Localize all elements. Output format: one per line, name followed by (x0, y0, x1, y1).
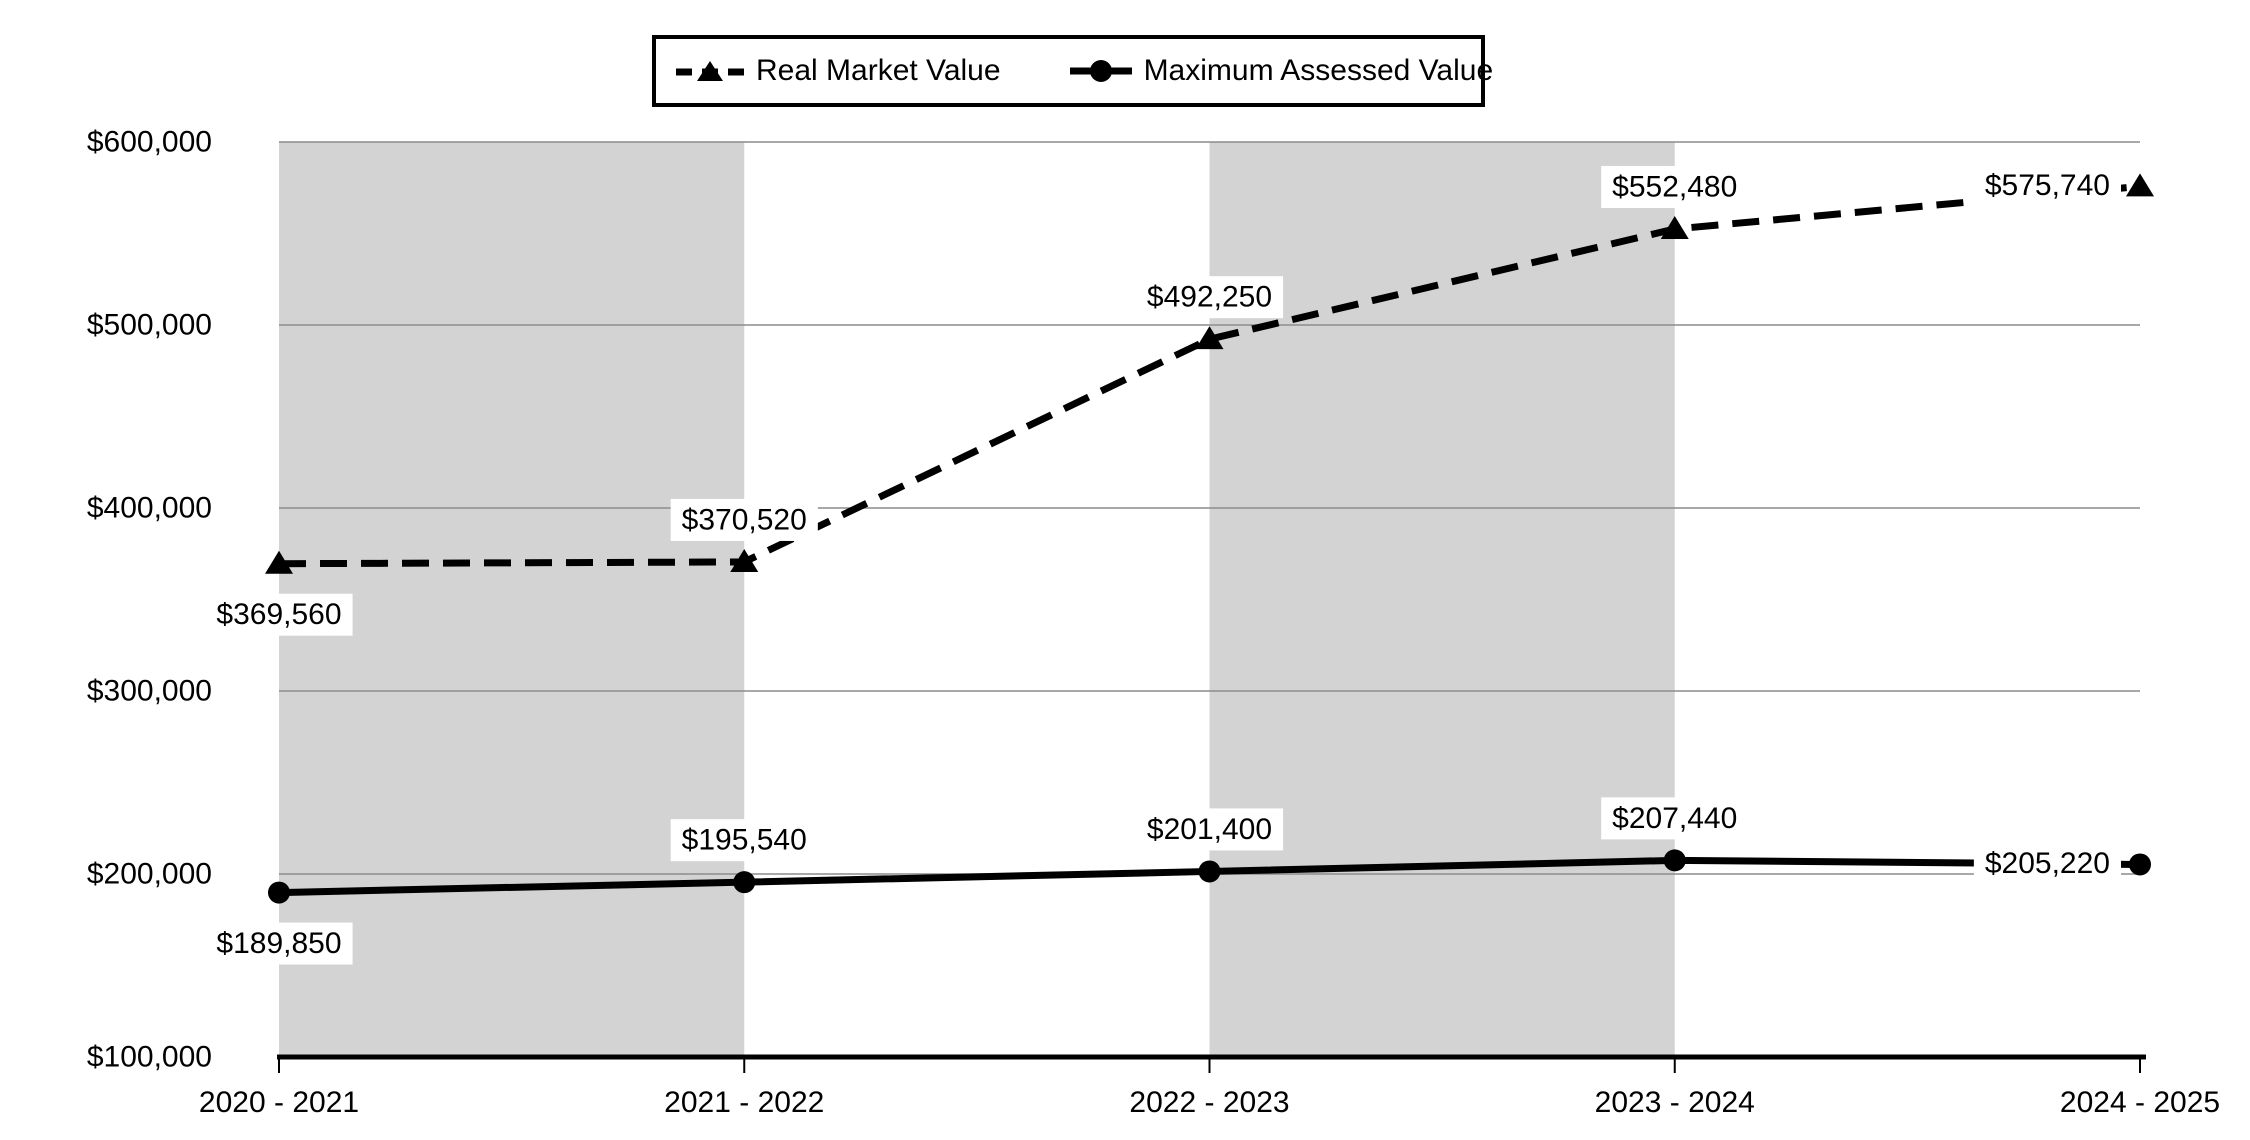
x-tick-label: 2024 - 2025 (2060, 1086, 2220, 1119)
data-label: $552,480 (1601, 165, 1749, 208)
series-real-market-value (265, 173, 2154, 574)
data-label-background (1973, 842, 2121, 885)
data-label-background (205, 922, 353, 965)
shaded-band (1209, 142, 1675, 1057)
data-label: $195,540 (670, 819, 818, 862)
marker-triangle (1195, 326, 1224, 350)
data-label: $189,850 (205, 922, 353, 965)
data-label-background (1135, 276, 1284, 319)
data-label: $205,220 (1973, 842, 2121, 885)
svg-text:$207,440: $207,440 (1612, 802, 1737, 835)
data-label: $369,560 (205, 593, 353, 636)
y-tick-label: $200,000 (87, 858, 212, 891)
svg-text:$189,850: $189,850 (216, 927, 341, 960)
solid-line-circle-marker-icon (1069, 60, 1132, 82)
data-label-background (205, 593, 353, 636)
y-tick-label: $600,000 (87, 126, 212, 159)
data-label: $201,400 (1135, 808, 1284, 851)
y-tick-label: $400,000 (87, 492, 212, 525)
data-label: $492,250 (1135, 276, 1284, 319)
marker-circle (733, 871, 756, 894)
legend-label-real-market-value: Real Market Value (756, 54, 1001, 87)
legend-item-real-market-value: Real Market Value (676, 54, 1001, 88)
svg-text:$369,560: $369,560 (216, 598, 341, 631)
y-tick-label: $100,000 (87, 1041, 212, 1074)
series-line (278, 182, 2141, 568)
shaded-band (279, 142, 745, 1057)
data-label-background (670, 498, 818, 541)
svg-text:$575,740: $575,740 (1985, 169, 2110, 202)
data-label: $207,440 (1601, 797, 1749, 840)
marker-circle (2129, 853, 2151, 876)
y-tick-label: $300,000 (87, 675, 212, 708)
svg-text:$201,400: $201,400 (1147, 813, 1272, 846)
legend-label-maximum-assessed-value: Maximum Assessed Value (1143, 54, 1494, 87)
marker-triangle (1660, 215, 1689, 239)
data-label: $370,520 (670, 498, 818, 541)
x-tick-label: 2023 - 2024 (1595, 1086, 1755, 1119)
svg-text:$552,480: $552,480 (1612, 170, 1737, 203)
data-label-background (670, 819, 818, 862)
legend-item-maximum-assessed-value: Maximum Assessed Value (1069, 54, 1494, 88)
x-tick-label: 2022 - 2023 (1129, 1086, 1289, 1119)
x-tick-label: 2020 - 2021 (199, 1086, 359, 1119)
marker-triangle (730, 548, 759, 572)
svg-text:$492,250: $492,250 (1147, 281, 1272, 314)
marker-circle (268, 881, 290, 904)
svg-text:$370,520: $370,520 (682, 503, 807, 536)
marker-circle (1663, 849, 1686, 872)
data-label-background (1601, 165, 1749, 208)
x-tick-label: 2021 - 2022 (664, 1086, 824, 1119)
series-maximum-assessed-value (268, 849, 2151, 904)
dashed-line-triangle-marker-icon (676, 61, 744, 81)
svg-text:$205,220: $205,220 (1985, 847, 2110, 880)
data-label-background (1135, 808, 1284, 851)
chart-legend: Real Market Value Maximum Assessed Value (652, 35, 1493, 107)
svg-text:$195,540: $195,540 (682, 824, 807, 857)
marker-triangle (265, 550, 293, 574)
data-label-background (1601, 797, 1749, 840)
y-tick-label: $500,000 (87, 309, 212, 342)
marker-circle (1198, 860, 1221, 883)
data-label: $575,740 (1973, 164, 2121, 207)
data-label-background (1973, 164, 2121, 207)
marker-triangle (2126, 173, 2154, 197)
